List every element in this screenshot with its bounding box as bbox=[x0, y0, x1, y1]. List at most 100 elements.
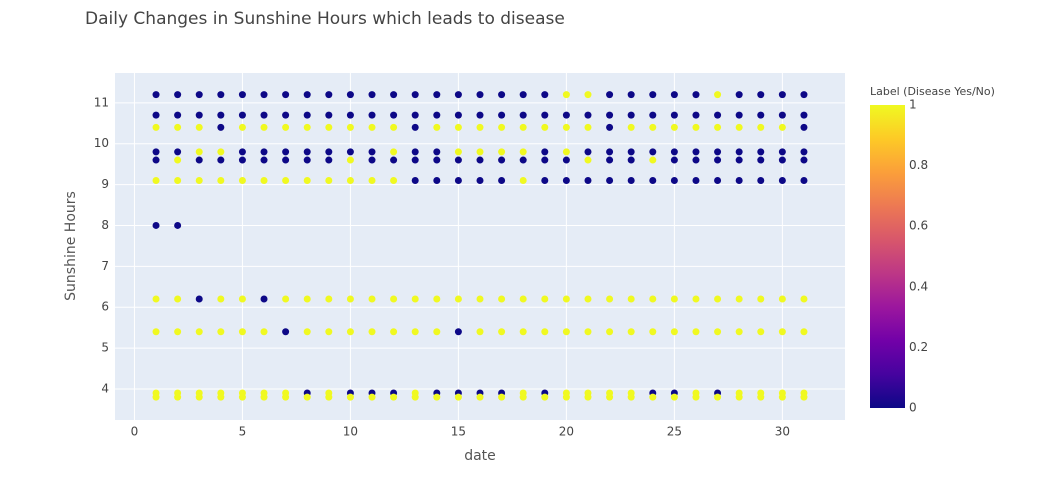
point bbox=[195, 295, 203, 303]
point bbox=[152, 176, 160, 184]
point bbox=[627, 176, 635, 184]
point bbox=[562, 295, 570, 303]
point bbox=[303, 111, 311, 119]
point bbox=[174, 295, 182, 303]
point bbox=[303, 91, 311, 99]
point bbox=[627, 148, 635, 156]
point bbox=[174, 328, 182, 336]
point bbox=[390, 111, 398, 119]
point bbox=[627, 156, 635, 164]
colorbar-tick-label: 0.4 bbox=[909, 279, 928, 293]
point bbox=[368, 176, 376, 184]
point bbox=[649, 111, 657, 119]
point bbox=[735, 123, 743, 131]
point bbox=[303, 176, 311, 184]
point bbox=[649, 91, 657, 99]
point bbox=[433, 295, 441, 303]
point bbox=[519, 393, 527, 401]
point bbox=[454, 393, 462, 401]
point bbox=[627, 393, 635, 401]
point bbox=[411, 176, 419, 184]
point bbox=[174, 221, 182, 229]
point bbox=[346, 148, 354, 156]
point bbox=[584, 176, 592, 184]
point bbox=[195, 393, 203, 401]
point bbox=[217, 156, 225, 164]
point bbox=[454, 111, 462, 119]
point bbox=[411, 91, 419, 99]
point bbox=[325, 328, 333, 336]
x-axis-title: date bbox=[464, 448, 496, 464]
point bbox=[368, 111, 376, 119]
point bbox=[757, 393, 765, 401]
point bbox=[390, 156, 398, 164]
point bbox=[778, 328, 786, 336]
point bbox=[476, 393, 484, 401]
point bbox=[649, 156, 657, 164]
point bbox=[368, 328, 376, 336]
point bbox=[714, 176, 722, 184]
point bbox=[217, 111, 225, 119]
point bbox=[476, 123, 484, 131]
point bbox=[649, 328, 657, 336]
point bbox=[627, 91, 635, 99]
point bbox=[498, 91, 506, 99]
point bbox=[735, 393, 743, 401]
colorbar-tick-label: 0.6 bbox=[909, 219, 928, 233]
point bbox=[195, 156, 203, 164]
point bbox=[195, 123, 203, 131]
x-tick-label: 20 bbox=[559, 425, 574, 439]
point bbox=[390, 176, 398, 184]
point bbox=[454, 328, 462, 336]
point bbox=[800, 393, 808, 401]
point bbox=[195, 91, 203, 99]
point bbox=[152, 148, 160, 156]
point bbox=[670, 148, 678, 156]
y-tick-label: 6 bbox=[101, 300, 109, 314]
point bbox=[433, 91, 441, 99]
y-tick-label: 8 bbox=[101, 218, 109, 232]
point bbox=[627, 328, 635, 336]
point bbox=[238, 91, 246, 99]
point bbox=[238, 111, 246, 119]
point bbox=[260, 91, 268, 99]
point bbox=[282, 91, 290, 99]
point bbox=[325, 91, 333, 99]
point bbox=[411, 393, 419, 401]
point bbox=[238, 328, 246, 336]
colorbar-tick-label: 0.2 bbox=[909, 340, 928, 354]
point bbox=[735, 176, 743, 184]
point bbox=[541, 328, 549, 336]
point bbox=[670, 176, 678, 184]
point bbox=[670, 295, 678, 303]
point bbox=[454, 123, 462, 131]
point bbox=[584, 295, 592, 303]
point bbox=[325, 156, 333, 164]
point bbox=[519, 176, 527, 184]
point bbox=[498, 176, 506, 184]
point bbox=[800, 91, 808, 99]
point bbox=[282, 156, 290, 164]
point bbox=[454, 156, 462, 164]
x-tick-label: 10 bbox=[343, 425, 358, 439]
point bbox=[627, 295, 635, 303]
y-tick-label: 7 bbox=[101, 259, 109, 273]
point bbox=[476, 91, 484, 99]
point bbox=[670, 393, 678, 401]
point bbox=[260, 176, 268, 184]
point bbox=[152, 123, 160, 131]
point bbox=[260, 328, 268, 336]
point bbox=[606, 328, 614, 336]
point bbox=[778, 176, 786, 184]
point bbox=[541, 91, 549, 99]
point bbox=[519, 328, 527, 336]
point bbox=[325, 393, 333, 401]
point bbox=[346, 111, 354, 119]
point bbox=[368, 295, 376, 303]
point bbox=[433, 148, 441, 156]
x-tick-label: 15 bbox=[451, 425, 466, 439]
point bbox=[800, 295, 808, 303]
point bbox=[519, 156, 527, 164]
point bbox=[584, 148, 592, 156]
